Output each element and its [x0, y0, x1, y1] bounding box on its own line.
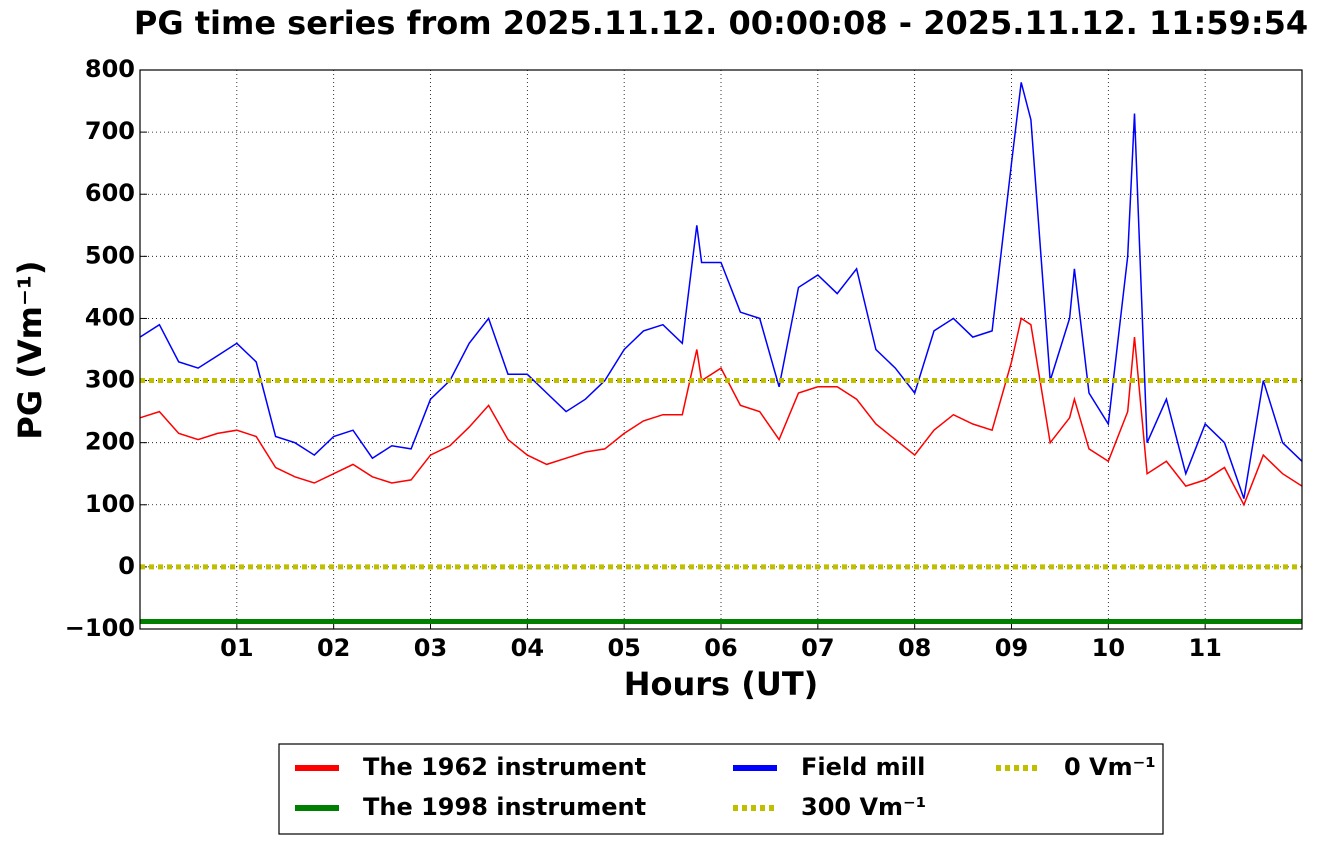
x-tick-label: 04: [511, 634, 544, 662]
chart-title: PG time series from 2025.11.12. 00:00:08…: [134, 4, 1308, 42]
series-line: [139, 317, 1303, 507]
y-tick-label: −100: [65, 614, 135, 642]
x-tick-label: 06: [704, 634, 737, 662]
x-tick-label: 10: [1092, 634, 1125, 662]
x-tick-label: 01: [220, 634, 253, 662]
legend-label: The 1962 instrument: [363, 753, 646, 781]
x-tick-label: 07: [801, 634, 834, 662]
x-tick-label: 08: [898, 634, 931, 662]
legend-label: Field mill: [801, 753, 925, 781]
y-tick-label: 800: [85, 55, 135, 83]
y-tick-label: 300: [85, 366, 135, 394]
series-line: [139, 82, 1303, 499]
x-axis-label: Hours (UT): [624, 665, 819, 703]
x-tick-label: 05: [607, 634, 640, 662]
y-axis-label: PG (Vm⁻¹): [11, 260, 49, 439]
y-tick-label: 100: [85, 490, 135, 518]
legend-label: The 1998 instrument: [363, 793, 646, 821]
legend-label: 0 Vm⁻¹: [1064, 753, 1156, 781]
plot-frame: [139, 69, 1303, 630]
x-tick-label: 03: [414, 634, 447, 662]
y-tick-label: 200: [85, 428, 135, 456]
x-tick-label: 09: [995, 634, 1028, 662]
y-tick-label: 600: [85, 179, 135, 207]
y-tick-label: 700: [85, 117, 135, 145]
x-tick-label: 02: [317, 634, 350, 662]
legend-box: [278, 743, 1164, 835]
legend-label: 300 Vm⁻¹: [801, 793, 926, 821]
y-tick-label: 0: [118, 552, 135, 580]
y-tick-label: 400: [85, 303, 135, 331]
y-tick-label: 500: [85, 241, 135, 269]
x-tick-label: 11: [1188, 634, 1221, 662]
